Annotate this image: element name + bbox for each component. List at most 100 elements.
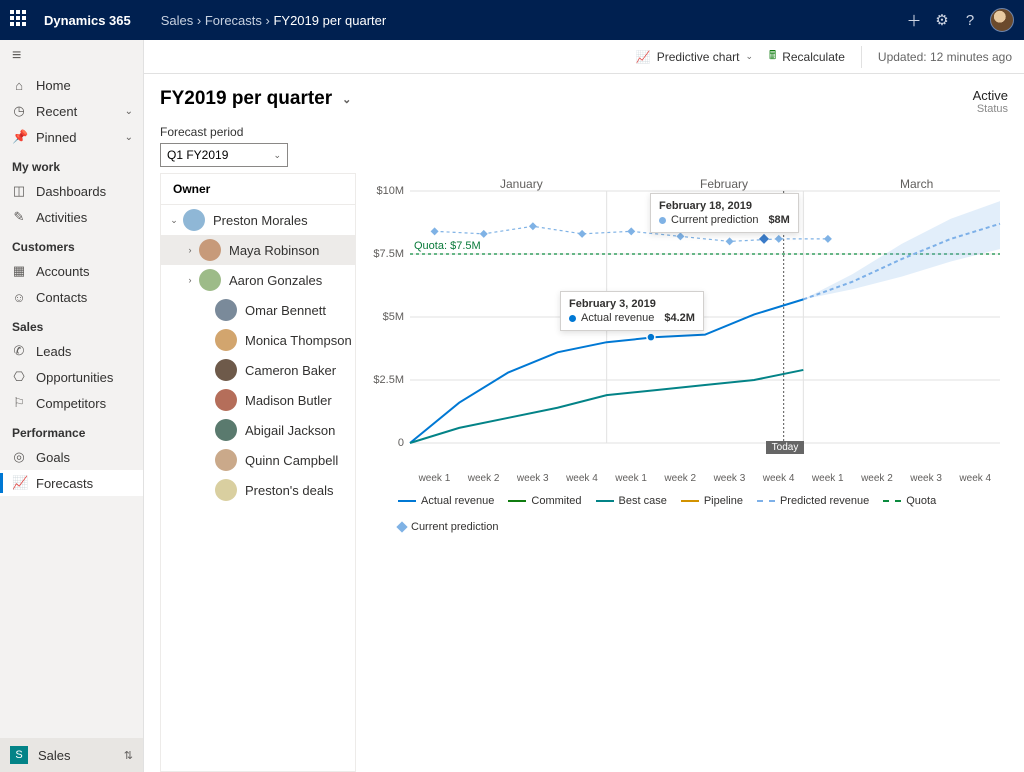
user-avatar[interactable]	[990, 8, 1014, 32]
nav-accounts[interactable]: ▦Accounts	[0, 258, 143, 284]
area-switcher[interactable]: S Sales ⇅	[0, 738, 143, 772]
page-title[interactable]: FY2019 per quarter⌄	[160, 88, 351, 110]
left-nav: ≡ ⌂Home◷Recent⌄📌Pinned⌄ My work◫Dashboar…	[0, 40, 144, 772]
opportunities-icon: ⎔	[12, 369, 26, 385]
owner-row[interactable]: ⌄ Preston Morales	[161, 205, 355, 235]
chevron-down-icon: ⌄	[125, 132, 133, 143]
command-bar: 📈 Predictive chart⌄ 🖩 Recalculate Update…	[144, 40, 1024, 74]
x-tick: week 4	[763, 473, 795, 484]
owner-header: Owner	[161, 174, 355, 205]
x-tick: week 2	[468, 473, 500, 484]
avatar	[215, 359, 237, 381]
owner-row[interactable]: Monica Thompson	[161, 325, 355, 355]
owner-row[interactable]: ›Maya Robinson	[161, 235, 355, 265]
activities-icon: ✎	[12, 209, 26, 225]
breadcrumbs[interactable]: Sales › Forecasts › FY2019 per quarter	[161, 13, 386, 28]
area-badge: S	[10, 746, 28, 764]
owner-row[interactable]: › Aaron Gonzales	[161, 265, 355, 295]
nav-opportunities[interactable]: ⎔Opportunities	[0, 364, 143, 390]
expand-icon[interactable]: ›	[181, 245, 199, 255]
legend-item: Commited	[508, 495, 581, 507]
svg-text:$5M: $5M	[383, 311, 404, 323]
tooltip-prediction: February 18, 2019Current prediction$8M	[650, 193, 799, 233]
x-tick: week 1	[615, 473, 647, 484]
owner-row[interactable]: Madison Butler	[161, 385, 355, 415]
nav-dashboards[interactable]: ◫Dashboards	[0, 178, 143, 204]
owner-row[interactable]: Abigail Jackson	[161, 415, 355, 445]
avatar	[215, 329, 237, 351]
nav-home[interactable]: ⌂Home	[0, 72, 143, 98]
add-icon[interactable]: ＋	[900, 10, 928, 31]
nav-contacts[interactable]: ☺Contacts	[0, 284, 143, 310]
month-label: February	[700, 177, 748, 191]
avatar	[215, 449, 237, 471]
x-tick: week 2	[861, 473, 893, 484]
owner-row[interactable]: Preston's deals	[161, 475, 355, 505]
owner-row[interactable]: Omar Bennett	[161, 295, 355, 325]
nav-recent[interactable]: ◷Recent⌄	[0, 98, 143, 124]
legend-item: Quota	[883, 495, 936, 507]
avatar	[215, 299, 237, 321]
chevron-down-icon: ⌄	[273, 150, 281, 161]
svg-text:$7.5M: $7.5M	[373, 248, 404, 260]
calc-icon: 🖩	[769, 46, 776, 67]
nav-section-customers: Customers	[0, 230, 143, 258]
dashboards-icon: ◫	[12, 183, 26, 199]
avatar	[199, 269, 221, 291]
x-tick: week 2	[664, 473, 696, 484]
accounts-icon: ▦	[12, 263, 26, 279]
expand-icon[interactable]: ⌄	[165, 215, 183, 226]
main: 📈 Predictive chart⌄ 🖩 Recalculate Update…	[144, 40, 1024, 772]
quota-label: Quota: $7.5M	[414, 240, 481, 252]
x-tick: week 4	[959, 473, 991, 484]
recalculate-button[interactable]: 🖩 Recalculate	[769, 46, 845, 67]
nav-competitors[interactable]: ⚐Competitors	[0, 390, 143, 416]
owner-name: Monica Thompson	[245, 333, 352, 348]
owner-name: Madison Butler	[245, 393, 332, 408]
updown-icon: ⇅	[124, 749, 133, 762]
forecasts-icon: 📈	[12, 475, 26, 491]
avatar	[183, 209, 205, 231]
nav-forecasts[interactable]: 📈Forecasts	[0, 470, 143, 496]
owner-row[interactable]: Cameron Baker	[161, 355, 355, 385]
nav-leads[interactable]: ✆Leads	[0, 338, 143, 364]
avatar	[199, 239, 221, 261]
app-launcher-icon[interactable]	[10, 10, 30, 30]
owner-name: Cameron Baker	[245, 363, 336, 378]
nav-goals[interactable]: ◎Goals	[0, 444, 143, 470]
x-tick: week 3	[517, 473, 549, 484]
owner-row[interactable]: Quinn Campbell	[161, 445, 355, 475]
nav-toggle-icon[interactable]: ≡	[0, 40, 143, 72]
brand: Dynamics 365	[44, 13, 131, 28]
owner-name: Preston's deals	[245, 483, 333, 498]
month-label: January	[500, 177, 543, 191]
predictive-chart-button[interactable]: 📈 Predictive chart⌄	[636, 50, 753, 64]
nav-pinned[interactable]: 📌Pinned⌄	[0, 124, 143, 150]
pinned-icon: 📌	[12, 129, 26, 145]
avatar	[215, 389, 237, 411]
nav-activities[interactable]: ✎Activities	[0, 204, 143, 230]
period-select[interactable]: Q1 FY2019⌄	[160, 143, 288, 167]
settings-icon[interactable]: ⚙	[928, 11, 956, 29]
x-tick: week 3	[910, 473, 942, 484]
chart-icon: 📈	[636, 50, 651, 64]
legend-item: Predicted revenue	[757, 495, 869, 507]
svg-text:0: 0	[398, 437, 404, 449]
legend-item: Best case	[596, 495, 667, 507]
today-badge: Today	[766, 441, 805, 454]
avatar	[215, 419, 237, 441]
expand-icon[interactable]: ›	[181, 275, 199, 285]
chevron-down-icon: ⌄	[342, 93, 351, 106]
contacts-icon: ☺	[12, 290, 26, 305]
owner-name: Abigail Jackson	[245, 423, 335, 438]
forecast-period: Forecast period Q1 FY2019⌄	[144, 117, 1024, 173]
page-header: FY2019 per quarter⌄ Active Status	[144, 74, 1024, 117]
help-icon[interactable]: ?	[956, 12, 984, 29]
status: Active Status	[973, 88, 1008, 115]
owner-name: Aaron Gonzales	[229, 273, 322, 288]
owner-name: Quinn Campbell	[245, 453, 338, 468]
area-label: Sales	[38, 748, 71, 763]
owner-name: Preston Morales	[213, 213, 308, 228]
chevron-down-icon: ⌄	[125, 106, 133, 117]
tooltip-actual: February 3, 2019Actual revenue$4.2M	[560, 291, 704, 331]
